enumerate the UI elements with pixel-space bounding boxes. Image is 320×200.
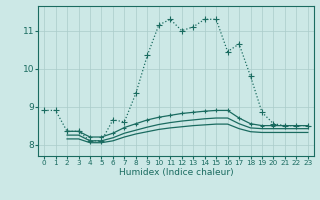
X-axis label: Humidex (Indice chaleur): Humidex (Indice chaleur)	[119, 168, 233, 177]
